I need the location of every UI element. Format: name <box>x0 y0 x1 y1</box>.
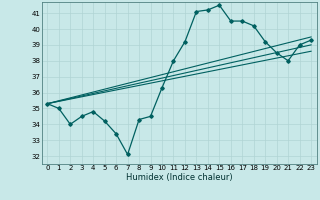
X-axis label: Humidex (Indice chaleur): Humidex (Indice chaleur) <box>126 173 233 182</box>
